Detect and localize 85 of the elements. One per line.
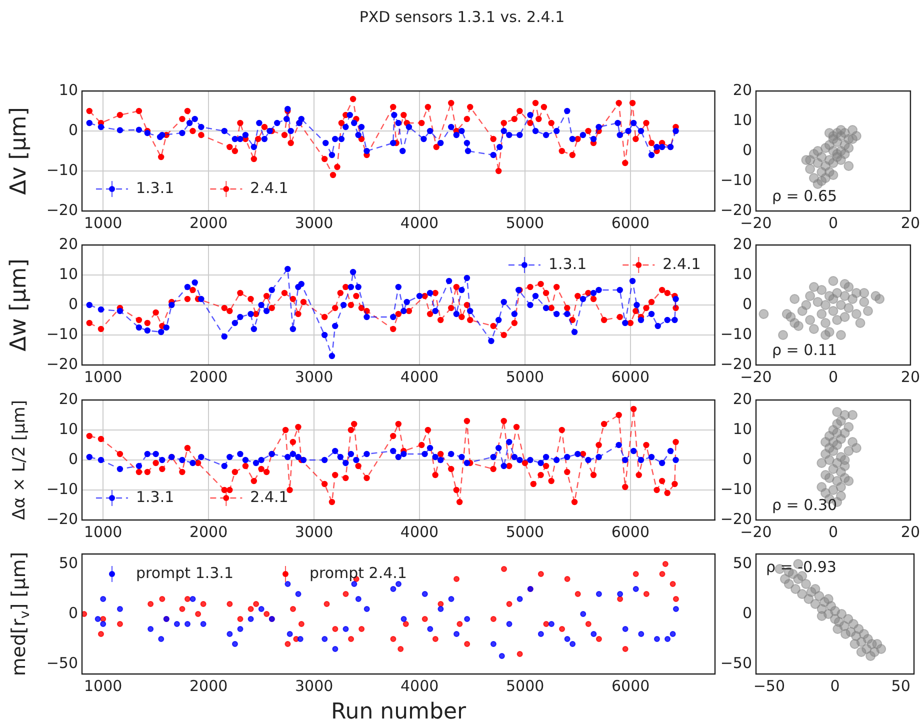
y-tick-label: 10: [58, 264, 78, 283]
x-tick-label: 5000: [506, 214, 544, 232]
y-tick-label: −20: [46, 200, 78, 219]
y-tick-label: 0: [68, 120, 78, 139]
x-tick-label: 5000: [506, 368, 544, 386]
chart-title: PXD sensors 1.3.1 vs. 2.4.1: [358, 8, 566, 26]
y-axis-title: med[rv] [μm]: [8, 552, 34, 676]
y-tick-label: 0: [742, 450, 752, 468]
y-tick-label: −10: [720, 480, 752, 498]
x-tick-label: 3000: [295, 676, 334, 695]
y-tick-label: −20: [720, 354, 752, 373]
y-tick-label: −50: [720, 654, 752, 672]
x-tick-label: 3000: [294, 368, 334, 386]
x-tick-label: 50: [891, 676, 910, 695]
legend-label: 1.3.1: [136, 178, 174, 197]
x-tick-label: 20: [900, 368, 920, 386]
x-tick-label: 2000: [189, 522, 228, 541]
annotation: ρ = 0.11: [772, 340, 838, 359]
y-tick-label: 10: [58, 80, 78, 99]
x-tick-label: 6000: [611, 522, 650, 541]
y-tick-label: −10: [720, 170, 752, 189]
y-tick-label: −20: [720, 200, 752, 219]
y-tick-label: −20: [720, 510, 752, 528]
y-tick-label: 10: [732, 264, 752, 283]
y-tick-label: −10: [46, 324, 78, 343]
legend-label: prompt 2.4.1: [309, 564, 407, 582]
x-tick-label: 4000: [400, 522, 439, 541]
y-axis-title: Δv [μm]: [6, 107, 32, 195]
y-tick-label: 50: [58, 554, 78, 572]
x-tick-label: 1000: [84, 368, 122, 386]
y-tick-label: 0: [742, 604, 752, 622]
x-tick-label: 4000: [400, 214, 439, 232]
x-tick-label: 2000: [190, 676, 228, 695]
x-tick-label: 0: [828, 522, 838, 541]
x-tick-label: 0: [828, 368, 838, 386]
x-tick-label: 4000: [400, 676, 439, 695]
legend-label: 2.4.1: [250, 488, 288, 506]
x-tick-label: 0: [828, 214, 838, 232]
y-tick-label: 0: [742, 140, 752, 159]
x-tick-label: 6000: [612, 676, 650, 695]
annotation: ρ = -0.93: [766, 558, 836, 576]
annotation: ρ = 0.30: [772, 496, 838, 514]
y-tick-label: 0: [742, 294, 752, 313]
x-tick-label: 1000: [84, 214, 122, 232]
x-tick-label: 4000: [400, 368, 439, 386]
y-tick-label: 0: [68, 450, 78, 468]
y-tick-label: 20: [732, 80, 752, 99]
legend-label: 2.4.1: [250, 178, 288, 197]
y-tick-label: −10: [46, 160, 78, 179]
x-tick-label: 1000: [84, 676, 122, 695]
y-tick-label: −50: [46, 654, 78, 672]
y-tick-label: 10: [58, 420, 78, 438]
x-tick-label: 6000: [611, 214, 650, 232]
y-tick-label: 20: [58, 390, 78, 408]
y-tick-label: 10: [732, 110, 752, 129]
y-tick-label: −20: [46, 510, 78, 528]
annotation: ρ = 0.65: [772, 186, 838, 205]
y-tick-label: 50: [732, 554, 752, 572]
x-tick-label: 3000: [294, 214, 334, 232]
x-tick-label: 5000: [506, 522, 544, 541]
legend-label: 1.3.1: [136, 488, 174, 506]
y-tick-label: 0: [68, 604, 78, 622]
y-tick-label: −10: [46, 480, 78, 498]
y-tick-label: 20: [732, 390, 752, 408]
y-tick-label: 0: [68, 294, 78, 313]
y-tick-label: −20: [46, 354, 78, 373]
x-tick-label: 6000: [611, 368, 650, 386]
x-tick-label: 20: [900, 522, 920, 541]
y-tick-label: 20: [58, 234, 78, 253]
x-tick-label: 5000: [506, 676, 544, 695]
y-axis-title: Δα × L/2 [μm]: [9, 400, 30, 520]
x-tick-label: 2000: [189, 214, 228, 232]
x-tick-label: 2000: [189, 368, 228, 386]
x-tick-label: 3000: [294, 522, 334, 541]
legend-label: 1.3.1: [548, 254, 587, 273]
y-tick-label: 20: [732, 234, 752, 253]
x-tick-label: 1000: [84, 522, 122, 541]
y-axis-title: Δw [μm]: [6, 258, 32, 352]
legend-label: 2.4.1: [662, 254, 701, 273]
x-tick-label: 0: [830, 676, 840, 695]
y-tick-label: −10: [720, 324, 752, 343]
y-tick-label: 10: [732, 420, 752, 438]
x-axis-title: Run number: [330, 700, 467, 725]
x-tick-label: 20: [900, 214, 920, 232]
legend-label: prompt 1.3.1: [136, 564, 234, 582]
